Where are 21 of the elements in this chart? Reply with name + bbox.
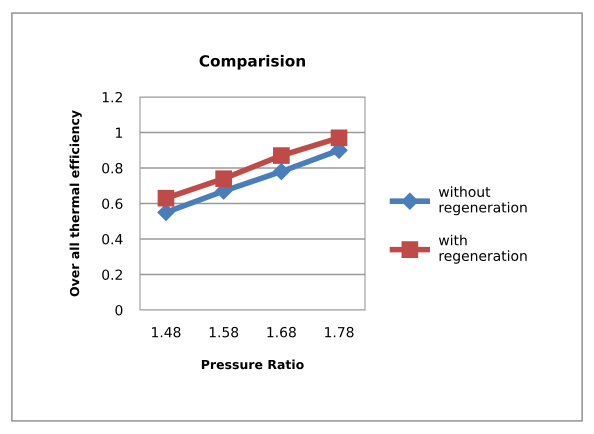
legend-label: with regeneration xyxy=(438,234,527,264)
x-tick-label: 1.58 xyxy=(210,326,238,338)
point xyxy=(272,163,290,180)
y-tick-label: 1.2 xyxy=(102,92,122,102)
y-tick-label: 0.6 xyxy=(102,198,122,209)
y-tick-label: 1 xyxy=(116,128,122,138)
y-tick-label: 0.4 xyxy=(102,234,123,244)
x-tick-label: 1.78 xyxy=(325,326,354,338)
x-axis-title: Pressure Ratio xyxy=(202,360,304,370)
point xyxy=(273,147,290,164)
legend-label: without regeneration xyxy=(438,186,527,216)
x-tick-label: 1.68 xyxy=(267,326,296,338)
point xyxy=(158,190,174,207)
y-tick-label: 0.2 xyxy=(102,269,122,280)
x-tick-label: 1.48 xyxy=(152,326,180,338)
y-axis-title: Over all thermal efficiency xyxy=(70,110,82,296)
chart-title: Comparision xyxy=(200,54,305,70)
point xyxy=(215,170,232,187)
y-tick-label: 0.8 xyxy=(102,162,122,174)
point xyxy=(330,129,348,146)
y-tick-label: 0 xyxy=(115,304,122,316)
